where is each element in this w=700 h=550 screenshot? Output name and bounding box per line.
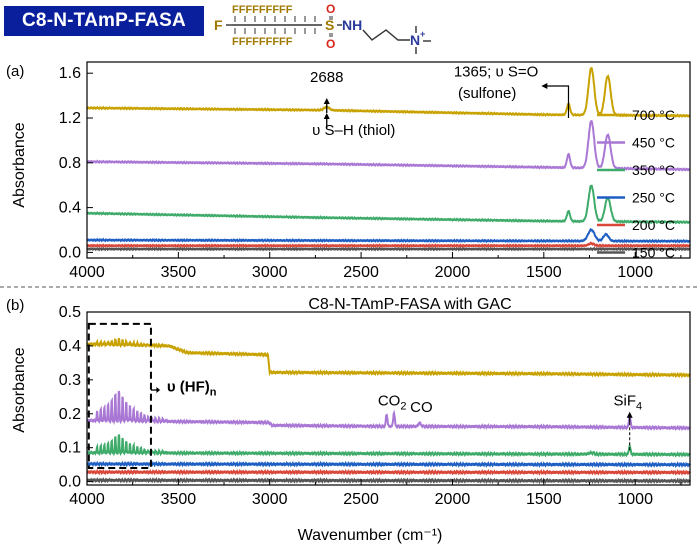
x-tick-label: 3000	[252, 491, 288, 508]
annotation-sulfone: 1365; υ S=O	[454, 64, 539, 81]
structure-nh: NH	[342, 17, 362, 33]
x-tick-label: 2000	[435, 264, 471, 281]
structure-oxygen-bottom: O	[326, 37, 335, 51]
panel-b-title: C8-N-TAmP-FASA with GAC	[308, 296, 511, 313]
x-tick-label: 2500	[343, 264, 379, 281]
series-line-350-c	[86, 184, 691, 225]
series-line-150-c	[86, 477, 691, 485]
y-tick-label: 0.0	[59, 474, 81, 491]
x-tick-label: 3500	[161, 491, 197, 508]
panel-b: (b) C8-N-TAmP-FASA with GAC Absorbance W…	[6, 296, 691, 544]
arrowhead-sulfone	[541, 83, 548, 89]
x-tick-label: 1500	[526, 264, 562, 281]
panel-a-ylabel: Absorbance	[11, 122, 28, 207]
arrowhead-sif4	[626, 411, 633, 418]
arrowhead-hf	[156, 387, 161, 394]
x-tick-label: 2000	[435, 491, 471, 508]
x-tick-label: 3000	[252, 264, 288, 281]
structure-propyl-chain	[362, 29, 410, 41]
structure-f-row-bottom: FFFFFFFFF	[232, 36, 293, 48]
annotation-hf-n: υ (HF)n	[167, 379, 217, 399]
y-tick-label: 0.5	[59, 304, 81, 321]
panel-a-label: (a)	[6, 63, 24, 80]
x-tick-label: 3500	[161, 264, 197, 281]
structure-plus-sign: +	[420, 29, 425, 39]
x-tick-label: 2500	[343, 491, 379, 508]
annotation-sulfone-label: (sulfone)	[458, 85, 516, 102]
structure-nitrogen-plus: N	[410, 32, 420, 48]
hf-region-box	[87, 322, 152, 470]
series-line-700-c	[86, 67, 691, 119]
arrowhead-2688	[323, 98, 330, 104]
annotation-2688: 2688	[310, 69, 343, 86]
arrowhead-thiol	[323, 113, 330, 119]
series-line-700-c	[86, 337, 691, 379]
x-tick-label: 4000	[69, 264, 105, 281]
panel-a: (a) Absorbance 2688 υ S–H (thiol) 1365; υ …	[6, 61, 691, 281]
y-tick-label: 1.6	[59, 65, 81, 82]
annotation-thiol: υ S–H (thiol)	[312, 122, 395, 139]
legend-label-350-c: 350 °C	[632, 162, 675, 178]
plot-frame	[86, 311, 691, 486]
arrow-sulfone	[544, 85, 570, 118]
y-tick-label: 0.1	[59, 440, 81, 457]
panel-b-ylabel: Absorbance	[11, 347, 28, 432]
structure-f-row-top: FFFFFFFFF	[232, 4, 293, 16]
x-tick-label: 1500	[526, 491, 562, 508]
y-tick-label: 0.3	[59, 372, 81, 389]
legend-label-450-c: 450 °C	[632, 135, 675, 151]
x-tick-label: 4000	[69, 491, 105, 508]
structure-f-terminal: F	[214, 17, 223, 33]
compound-name: C8-N-TAmP-FASA	[22, 10, 186, 31]
structure-oxygen-top: O	[326, 2, 335, 16]
panel-b-xlabel: Wavenumber (cm⁻¹)	[298, 527, 443, 544]
series-line-200-c	[86, 241, 691, 249]
series-line-450-c	[86, 120, 691, 172]
y-tick-label: 1.2	[59, 110, 81, 127]
series-line-350-c	[86, 434, 691, 458]
x-tick-label: 1000	[617, 264, 653, 281]
legend-label-150-c: 150 °C	[632, 245, 675, 261]
series-line-150-c	[86, 246, 691, 252]
annotation-co: CO	[410, 399, 433, 416]
legend-label-250-c: 250 °C	[632, 190, 675, 206]
chemical-structure: F FFFFFFFFF FFFFFFFFF S O O NH N +	[214, 2, 431, 54]
series-line-200-c	[86, 468, 691, 476]
y-tick-label: 0.4	[59, 200, 81, 217]
legend-label-700-c: 700 °C	[632, 107, 675, 123]
series-line-450-c	[86, 390, 691, 432]
plot-frame	[86, 61, 691, 259]
y-tick-label: 0.0	[59, 244, 81, 261]
annotation-sif4: SiF4	[614, 392, 643, 412]
y-tick-label: 0.4	[59, 338, 81, 355]
series-line-250-c	[86, 460, 691, 468]
annotation-co2: CO2	[378, 392, 407, 412]
structure-sulfur: S	[325, 17, 334, 33]
x-tick-label: 1000	[617, 491, 653, 508]
compound-name-badge: C8-N-TAmP-FASA	[4, 6, 204, 36]
panel-b-label: (b)	[6, 297, 24, 314]
legend-label-200-c: 200 °C	[632, 217, 675, 233]
series-line-250-c	[86, 227, 691, 244]
y-tick-label: 0.2	[59, 406, 81, 423]
y-tick-label: 0.8	[59, 155, 81, 172]
